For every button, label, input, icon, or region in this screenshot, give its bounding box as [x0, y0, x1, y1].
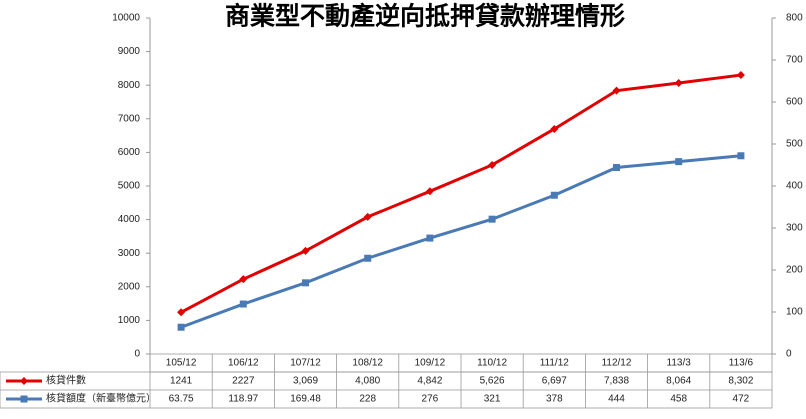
data-point	[426, 234, 434, 242]
legend-label: 核貸件數	[46, 374, 86, 387]
x-tick-label: 105/12	[166, 358, 197, 369]
data-point	[550, 191, 558, 199]
data-point	[363, 212, 372, 221]
y-tick-label: 8000	[118, 80, 141, 91]
table-value: 4,842	[417, 376, 442, 387]
x-tick-label: 110/12	[477, 358, 507, 369]
data-point	[488, 215, 496, 223]
data-point	[613, 164, 620, 172]
data-point	[736, 71, 745, 80]
table-value: 3,069	[293, 376, 318, 387]
table-value: 6,697	[542, 376, 567, 387]
x-tick-label: 113/3	[667, 358, 692, 369]
y-tick-label: 7000	[118, 113, 141, 124]
data-point	[301, 246, 310, 255]
data-point	[675, 158, 683, 166]
table-value: 321	[484, 394, 501, 405]
y-tick-label: 1000	[118, 315, 141, 326]
x-tick-label: 107/12	[290, 358, 321, 369]
data-point	[425, 187, 434, 196]
legend-marker	[20, 395, 28, 403]
data-point	[550, 124, 559, 133]
data-point	[674, 79, 683, 88]
table-value: 169.48	[290, 394, 321, 405]
data-point	[302, 279, 309, 287]
x-tick-label: 111/12	[540, 358, 570, 369]
table-value: 458	[670, 394, 687, 405]
table-value: 228	[359, 394, 376, 405]
table-value: 8,064	[666, 376, 691, 387]
table-value: 4,080	[355, 376, 380, 387]
data-point	[612, 86, 621, 95]
table-value: 444	[608, 394, 625, 405]
y-tick-label: 4000	[118, 214, 141, 225]
data-point	[737, 152, 745, 160]
table-value: 63.75	[169, 394, 194, 405]
data-point	[364, 254, 372, 262]
table-value: 2227	[232, 376, 255, 387]
data-point	[488, 160, 497, 169]
y2-tick-label: 600	[786, 97, 803, 108]
table-value: 5,626	[480, 376, 505, 387]
x-tick-label: 106/12	[228, 358, 259, 369]
y-tick-label: 2000	[118, 281, 141, 292]
table-value: 378	[546, 394, 563, 405]
x-tick-label: 112/12	[602, 358, 632, 369]
x-tick-label: 108/12	[352, 358, 383, 369]
series-line	[180, 154, 742, 329]
y2-tick-label: 0	[786, 349, 792, 360]
series-line	[180, 73, 742, 314]
x-tick-label: 109/12	[415, 358, 446, 369]
y2-tick-label: 300	[786, 223, 803, 234]
data-point	[239, 300, 247, 308]
y-tick-label: 9000	[118, 46, 141, 57]
y-tick-label: 0	[134, 349, 140, 360]
y-tick-label: 5000	[118, 181, 141, 192]
legend-label: 核貸額度（新臺幣億元）	[46, 392, 156, 405]
y2-tick-label: 100	[786, 307, 803, 318]
table-value: 118.97	[228, 394, 258, 405]
data-point	[239, 275, 248, 284]
table-value: 1241	[170, 376, 193, 387]
data-point	[177, 323, 185, 331]
y-tick-label: 10000	[112, 13, 140, 24]
table-value: 8,302	[728, 376, 753, 387]
y-tick-label: 3000	[118, 248, 141, 259]
y2-tick-label: 700	[786, 55, 803, 66]
y-tick-label: 6000	[118, 147, 141, 158]
data-point	[177, 308, 186, 317]
y2-tick-label: 800	[786, 13, 803, 24]
y2-tick-label: 200	[786, 265, 803, 276]
y2-tick-label: 500	[786, 139, 803, 150]
table-value: 472	[733, 394, 750, 405]
y2-tick-label: 400	[786, 181, 803, 192]
table-value: 7,838	[604, 376, 629, 387]
table-value: 276	[422, 394, 439, 405]
x-tick-label: 113/6	[729, 358, 754, 369]
legend-marker	[20, 377, 28, 385]
chart-title: 商業型不動產逆向抵押貸款辦理情形	[225, 2, 625, 31]
